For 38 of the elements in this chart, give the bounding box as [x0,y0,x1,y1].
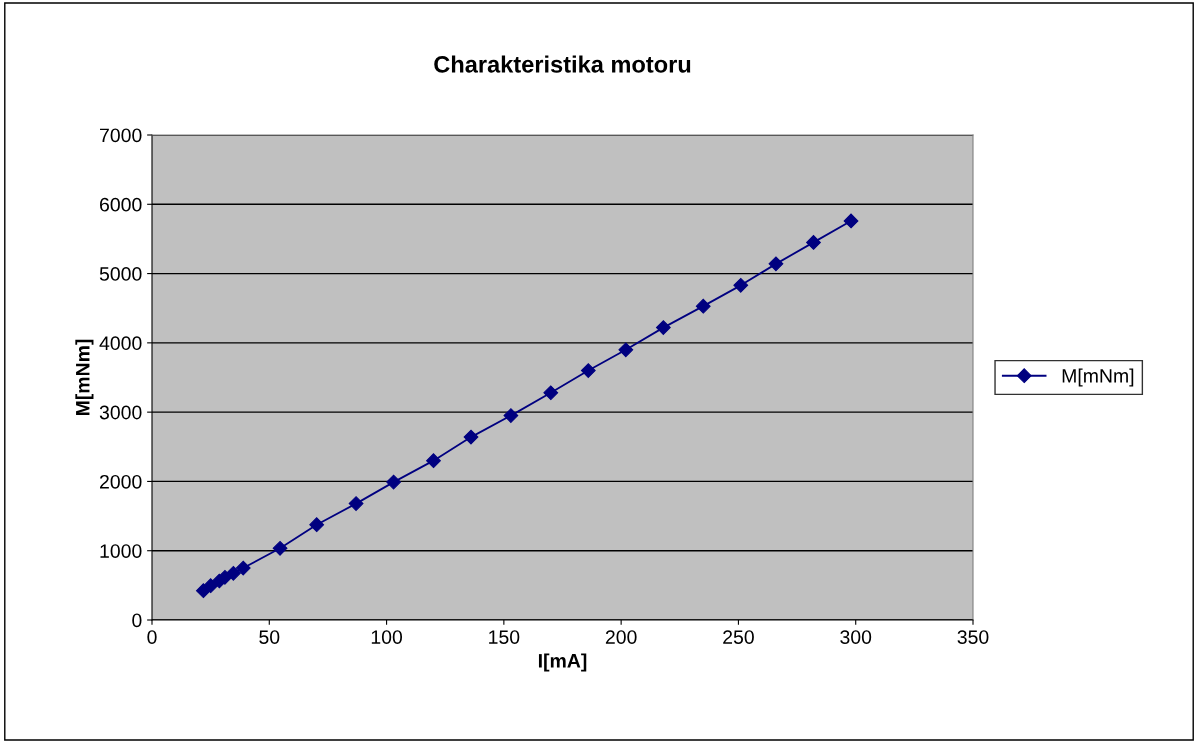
x-tick-label: 250 [723,630,754,644]
chart-title: Charakteristika motoru [434,55,691,73]
y-tick-label: 5000 [99,267,142,281]
point [226,565,241,581]
x-tick-label: 50 [259,630,280,644]
legend-label: M[mNm] [1062,368,1134,387]
point [618,342,634,358]
x-tick-label: 350 [957,630,989,644]
x-tick-label: 200 [605,630,637,644]
point [309,517,325,533]
point [386,474,401,490]
x-tick-label: 150 [489,630,520,644]
x-tick-label: 100 [371,630,403,644]
x-tick-label: 300 [840,630,872,644]
point [503,408,519,423]
point [580,363,596,378]
point [463,429,479,445]
point [543,385,559,401]
y-tick-label: 7000 [100,128,142,143]
x-tick-label: 0 [147,630,157,644]
point [272,540,288,556]
point [695,298,711,314]
point [426,453,441,469]
point [733,277,749,293]
y-tick-label: 6000 [100,197,142,212]
y-tick-label: 0 [132,613,142,628]
y-tick-label: 4000 [99,336,142,351]
point [806,235,821,250]
x-axis-title: I[mA] [538,653,587,672]
point [843,213,859,229]
y-tick-label: 3000 [99,405,142,420]
point [348,496,364,511]
y-tick-label: 2000 [100,474,142,489]
y-tick-label: 1000 [100,544,142,558]
point [235,560,251,576]
y-axis-title: M[mNm] [75,339,94,416]
point [655,320,671,336]
point [768,256,784,272]
